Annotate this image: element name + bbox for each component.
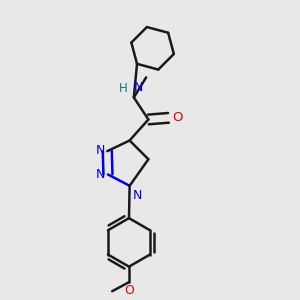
Text: H: H [119, 82, 128, 95]
Text: N: N [96, 168, 106, 181]
Text: N: N [134, 81, 143, 94]
Text: O: O [172, 111, 183, 124]
Text: N: N [133, 189, 142, 202]
Text: N: N [95, 144, 105, 157]
Text: O: O [124, 284, 134, 297]
